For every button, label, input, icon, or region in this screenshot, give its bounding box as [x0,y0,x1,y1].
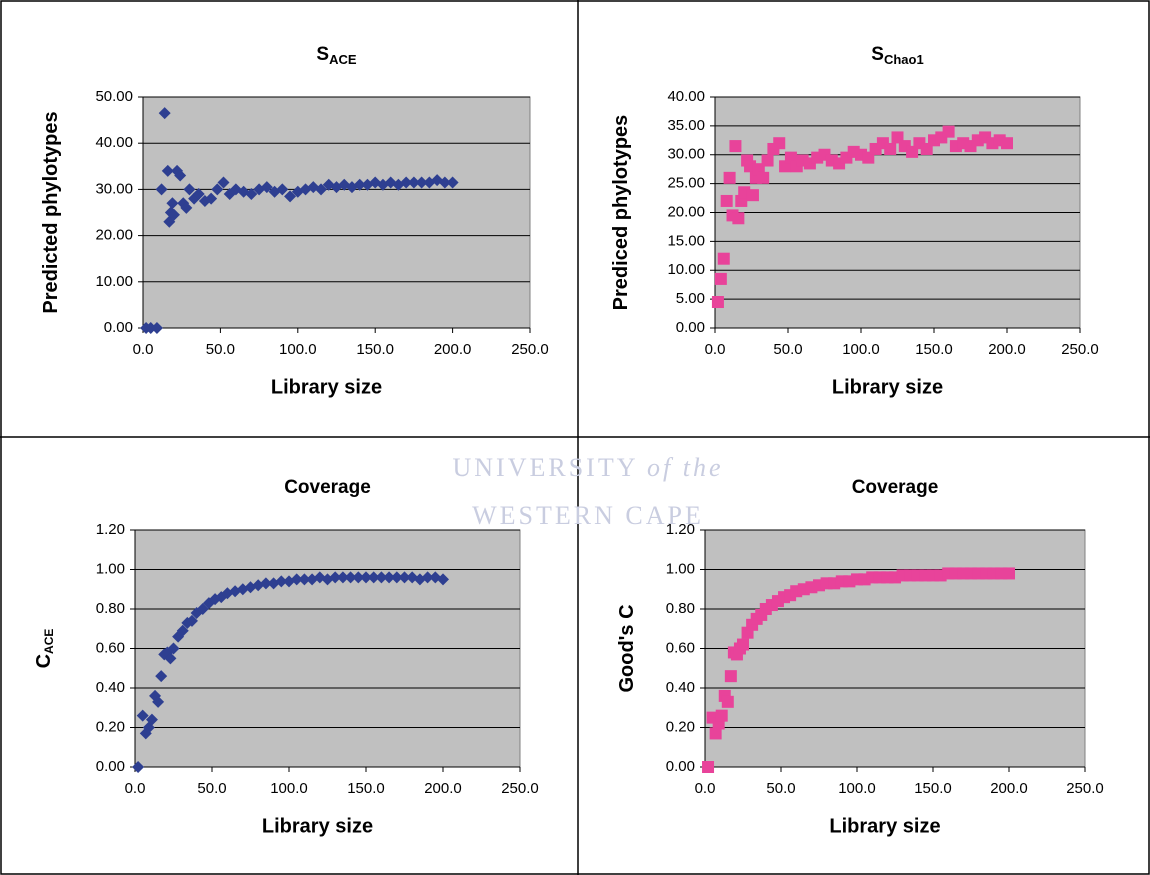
point [716,710,728,722]
y-tick-label: 0.80 [666,600,695,617]
y-tick-label: 0.00 [96,758,125,775]
y-tick-label: 30.00 [95,180,133,197]
y-tick-label: 0.20 [96,718,125,735]
y-tick-label: 0.80 [96,600,125,617]
point [884,143,896,155]
x-tick-label: 200.0 [988,341,1026,358]
y-tick-label: 35.00 [667,117,705,134]
title-text: S [316,44,329,65]
point [712,296,724,308]
watermark-text: UNIVERSITY [452,453,637,482]
watermark: UNIVERSITY of the [452,453,723,482]
y-tick-label: 5.00 [676,290,705,307]
x-tick-label: 0.0 [705,341,726,358]
watermark-text: WESTERN CAPE [472,501,704,530]
x-tick-label: 250.0 [1066,780,1104,797]
point [718,253,730,265]
x-tick-label: 250.0 [511,341,549,358]
point [1003,567,1015,579]
x-tick-label: 250.0 [501,780,539,797]
x-tick-label: 200.0 [990,780,1028,797]
y-axis-title-text: Good's C [616,604,638,692]
point [725,670,737,682]
title-subscript: ACE [329,52,357,67]
point [732,212,744,224]
y-tick-label: 10.00 [95,273,133,290]
y-tick-label: 1.00 [96,560,125,577]
y-tick-label: 40.00 [95,134,133,151]
x-tick-label: 50.0 [197,780,226,797]
point [1001,137,1013,149]
y-axis-title-text: Predicted phylotypes [40,111,62,313]
chart-title: Coverage [284,477,371,498]
x-tick-label: 50.0 [766,780,795,797]
x-axis-title: Library size [829,815,940,837]
y-tick-label: 50.00 [95,88,133,105]
y-tick-label: 0.40 [96,679,125,696]
x-tick-label: 100.0 [838,780,876,797]
x-tick-label: 100.0 [270,780,308,797]
y-tick-label: 15.00 [667,232,705,249]
x-axis-title: Library size [262,815,373,837]
point [762,155,774,167]
y-tick-label: 40.00 [667,88,705,105]
y-tick-label: 0.00 [104,319,133,336]
y-tick-label: 0.60 [96,639,125,656]
point [943,126,955,138]
title-text: S [871,44,884,65]
y-tick-label: 1.00 [666,560,695,577]
y-axis-title-text: Prediced phylotypes [610,115,632,311]
watermark-text: of the [647,453,724,482]
x-axis-title: Library size [832,376,943,398]
point [715,273,727,285]
x-tick-label: 100.0 [279,341,317,358]
y-tick-label: 0.20 [666,718,695,735]
y-tick-label: 20.00 [667,203,705,220]
point [702,761,714,773]
x-axis-title: Library size [271,376,382,398]
x-tick-label: 50.0 [206,341,235,358]
chart-title: Coverage [852,477,939,498]
x-tick-label: 50.0 [773,341,802,358]
x-tick-label: 150.0 [347,780,385,797]
y-axis-title: Good's C [616,604,638,692]
point [724,172,736,184]
y-tick-label: 1.20 [96,521,125,538]
point [721,195,733,207]
point [737,639,749,651]
y-axis-title: Predicted phylotypes [40,111,62,313]
x-tick-label: 150.0 [914,780,952,797]
point [747,189,759,201]
point [722,696,734,708]
x-tick-label: 150.0 [915,341,953,358]
x-tick-label: 0.0 [125,780,146,797]
y-axis-title-subscript: ACE [42,629,56,654]
y-tick-label: 0.00 [666,758,695,775]
y-tick-label: 20.00 [95,227,133,244]
y-axis-title-text: C [33,654,55,668]
x-tick-label: 250.0 [1061,341,1099,358]
x-tick-label: 100.0 [842,341,880,358]
x-tick-label: 200.0 [424,780,462,797]
y-tick-label: 0.40 [666,679,695,696]
x-tick-label: 200.0 [434,341,472,358]
point [757,172,769,184]
x-tick-label: 0.0 [133,341,154,358]
plot-area [143,97,530,328]
x-tick-label: 150.0 [356,341,394,358]
point [773,137,785,149]
title-text: Coverage [284,477,371,498]
figure: SACE0.0010.0020.0030.0040.0050.000.050.0… [0,0,1150,875]
y-tick-label: 0.00 [676,319,705,336]
y-tick-label: 10.00 [667,261,705,278]
y-axis-title: Prediced phylotypes [610,115,632,311]
y-tick-label: 25.00 [667,175,705,192]
point [729,140,741,152]
y-tick-label: 30.00 [667,146,705,163]
y-tick-label: 0.60 [666,639,695,656]
title-subscript: Chao1 [884,52,924,67]
x-tick-label: 0.0 [695,780,716,797]
title-text: Coverage [852,477,939,498]
